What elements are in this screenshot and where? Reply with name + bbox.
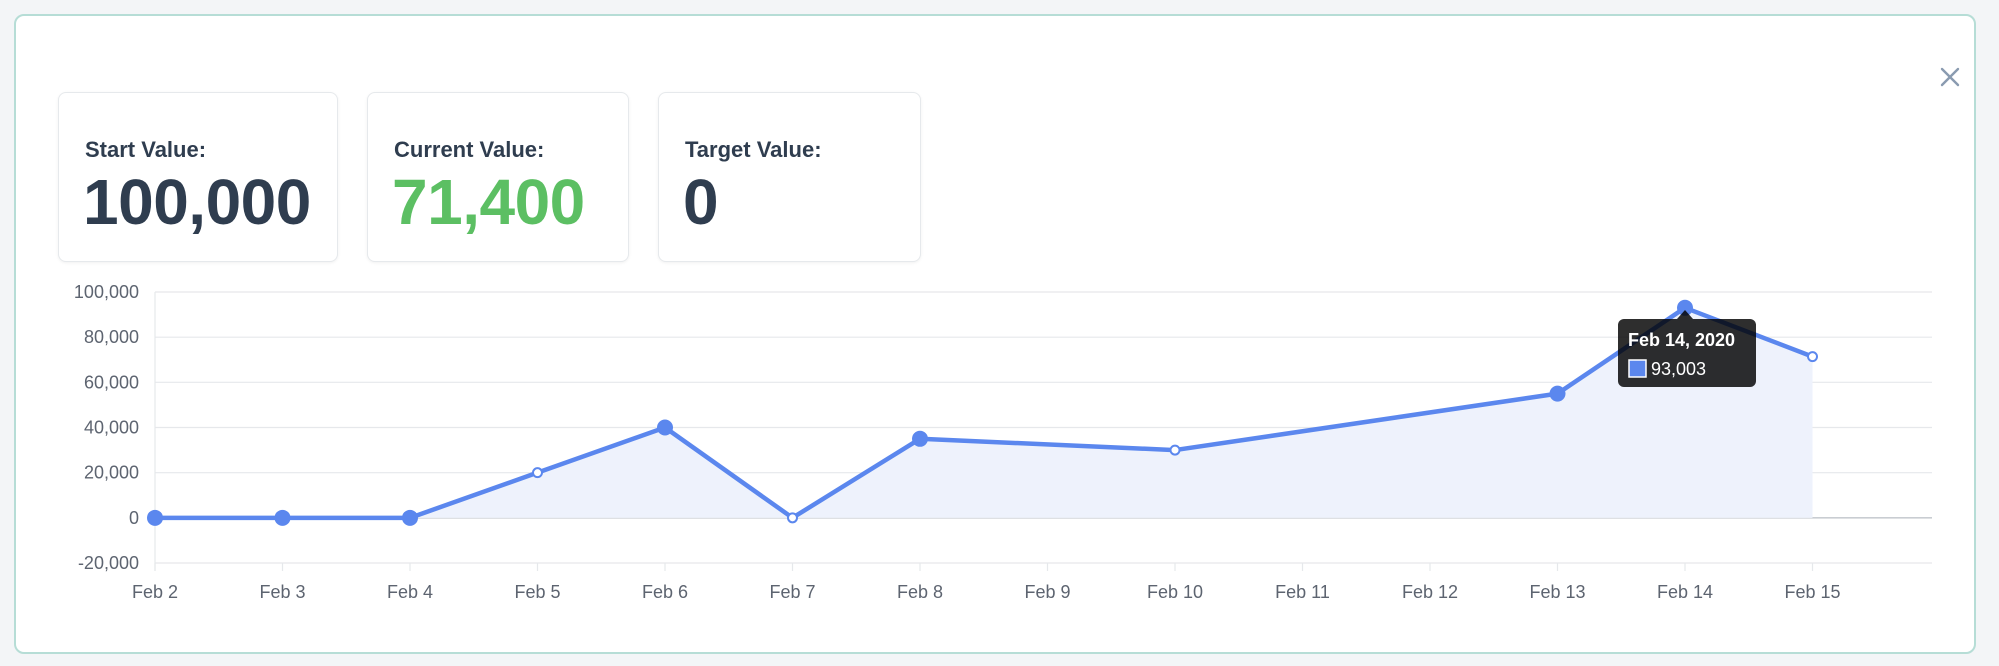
y-tick-label: 20,000 xyxy=(84,463,139,483)
x-tick-label: Feb 11 xyxy=(1275,582,1330,602)
x-tick-label: Feb 8 xyxy=(897,582,943,602)
target-value-card: Target Value: 0 xyxy=(658,92,921,262)
x-tick-label: Feb 7 xyxy=(769,582,815,602)
tooltip-arrow xyxy=(1677,310,1693,319)
x-tick-label: Feb 14 xyxy=(1657,582,1713,602)
x-tick-label: Feb 15 xyxy=(1784,582,1840,602)
start-value-card: Start Value: 100,000 xyxy=(58,92,338,262)
start-value-label: Start Value: xyxy=(85,137,207,162)
tooltip-box xyxy=(1618,319,1756,387)
x-tick-label: Feb 3 xyxy=(259,582,305,602)
x-tick-label: Feb 9 xyxy=(1024,582,1070,602)
x-tick-label: Feb 12 xyxy=(1402,582,1458,602)
current-value: 71,400 xyxy=(392,166,585,238)
x-tick-label: Feb 4 xyxy=(387,582,433,602)
target-value-label: Target Value: xyxy=(685,137,822,162)
x-tick-label: Feb 10 xyxy=(1147,582,1203,602)
tooltip-value: 93,003 xyxy=(1651,359,1706,379)
y-tick-label: 60,000 xyxy=(84,372,139,392)
y-tick-label: 40,000 xyxy=(84,418,139,438)
x-tick-label: Feb 13 xyxy=(1529,582,1585,602)
series-area xyxy=(155,307,1813,518)
data-point xyxy=(787,512,798,524)
x-tick-label: Feb 2 xyxy=(132,582,178,602)
close-button[interactable] xyxy=(1933,60,1967,94)
data-point xyxy=(657,419,673,436)
tooltip-title: Feb 14, 2020 xyxy=(1628,330,1735,350)
target-value: 0 xyxy=(683,166,719,238)
y-tick-label: 0 xyxy=(129,508,139,528)
y-tick-label: -20,000 xyxy=(78,553,139,573)
tooltip-swatch xyxy=(1628,359,1647,378)
data-point xyxy=(1677,299,1693,316)
x-tick-label: Feb 5 xyxy=(514,582,560,602)
x-tick-label: Feb 6 xyxy=(642,582,688,602)
data-point xyxy=(402,509,418,526)
y-tick-label: 80,000 xyxy=(84,327,139,347)
current-value-label: Current Value: xyxy=(394,137,545,162)
data-point xyxy=(1807,351,1818,363)
current-value-card: Current Value: 71,400 xyxy=(367,92,629,262)
close-icon xyxy=(1940,67,1960,87)
data-point xyxy=(274,509,291,526)
y-tick-label: 100,000 xyxy=(74,282,139,302)
data-point xyxy=(147,509,163,526)
data-point xyxy=(532,467,543,479)
data-point xyxy=(1549,385,1566,402)
start-value: 100,000 xyxy=(83,166,311,238)
data-point xyxy=(912,430,928,447)
data-point xyxy=(1169,444,1181,456)
